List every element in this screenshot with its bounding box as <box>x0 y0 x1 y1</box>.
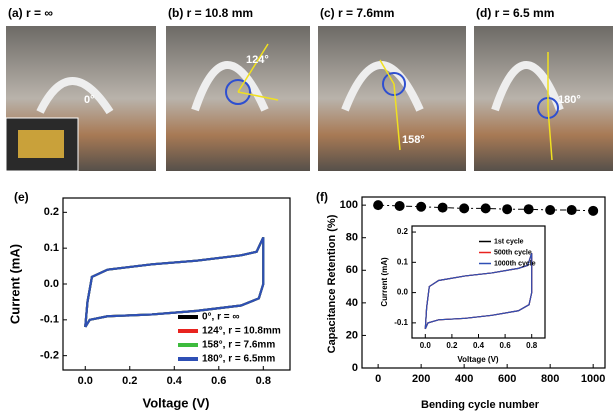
y-tick-label: 80 <box>346 232 358 244</box>
x-tick-label: 600 <box>498 373 516 385</box>
photo-label: (a) r = ∞ <box>8 6 53 20</box>
point <box>373 200 384 211</box>
legend-label: 1st cycle <box>494 238 524 245</box>
y-tick-label: -0.1 <box>394 318 408 327</box>
x-tick-label: 0.0 <box>78 375 93 387</box>
y-tick-label: 0.1 <box>44 242 59 254</box>
y-tick-label: 0.2 <box>397 227 409 236</box>
y-tick-label: 0.1 <box>397 257 409 266</box>
bent-device <box>191 61 269 112</box>
x-axis-label: Bending cycle number <box>421 399 540 411</box>
point <box>394 200 405 211</box>
photo-label: (b) r = 10.8 mm <box>168 6 253 20</box>
photo <box>166 26 310 171</box>
angle-lines <box>237 43 553 161</box>
point <box>416 201 427 212</box>
x-tick-label: 0.2 <box>446 341 458 350</box>
photo-label: (c) r = 7.6mm <box>320 6 394 20</box>
photo-row: (a) r = ∞ (b) r = 10.8 mm (c) r = 7.6mm … <box>5 6 613 172</box>
photo <box>318 26 466 171</box>
y-axis-label: Current (mA) <box>380 257 389 307</box>
x-tick-label: 0.2 <box>122 375 137 387</box>
angle-label: 124° <box>246 54 269 66</box>
y-tick-label: -0.2 <box>40 350 59 362</box>
point <box>566 205 577 216</box>
x-tick-label: 800 <box>541 373 559 385</box>
y-tick-label: 0.0 <box>397 288 409 297</box>
y-tick-label: 0 <box>352 362 358 374</box>
x-tick-label: 0.4 <box>473 341 485 350</box>
y-tick-label: 20 <box>346 329 358 341</box>
x-tick-label: 0.6 <box>500 341 512 350</box>
panel-label: (e) <box>14 190 29 204</box>
legend-label: 180°, r = 6.5mm <box>202 354 275 365</box>
point <box>545 205 556 216</box>
x-tick-label: 0 <box>375 373 381 385</box>
x-tick-label: 0.4 <box>167 375 183 387</box>
plot-frame <box>411 225 546 339</box>
x-axis-label: Voltage (V) <box>457 355 499 364</box>
x-tick-label: 0.8 <box>256 375 271 387</box>
series-line <box>84 236 265 328</box>
point <box>502 204 513 215</box>
legend-label: 124°, r = 10.8mm <box>202 326 281 337</box>
x-tick-label: 0.6 <box>211 375 226 387</box>
x-axis-label: Voltage (V) <box>143 395 210 410</box>
legend-label: 158°, r = 7.6mm <box>202 340 275 351</box>
bent-device <box>36 77 114 115</box>
legend-label: 1000th cycle <box>494 260 536 267</box>
marker-circle <box>225 79 251 105</box>
legend-label: 0°, r = ∞ <box>202 312 240 323</box>
bent-device <box>341 61 424 112</box>
point <box>459 203 470 214</box>
y-axis-label: Current (mA) <box>7 244 22 324</box>
y-tick-label: 100 <box>340 199 358 211</box>
point <box>588 205 599 216</box>
series-line <box>424 253 533 330</box>
photo-label: (d) r = 6.5 mm <box>476 6 554 20</box>
panel-label: (f) <box>316 190 328 204</box>
angle-label: 158° <box>402 134 425 146</box>
x-tick-label: 0.0 <box>420 341 432 350</box>
y-tick-label: 0.2 <box>44 206 59 218</box>
x-tick-label: 0.8 <box>526 341 538 350</box>
device <box>18 130 64 158</box>
y-axis-label: Capacitance Retention (%) <box>326 214 338 353</box>
plot-frame <box>62 197 291 371</box>
y-tick-label: 40 <box>346 297 358 309</box>
point <box>480 203 491 214</box>
angle-label: 0° <box>84 94 95 106</box>
legend-label: 500th cycle <box>494 249 532 256</box>
y-tick-label: -0.1 <box>40 314 59 326</box>
bent-device <box>491 61 564 112</box>
x-tick-label: 200 <box>412 373 430 385</box>
angle-label: 180° <box>558 94 581 106</box>
y-tick-label: 60 <box>346 264 358 276</box>
x-tick-label: 1000 <box>581 373 605 385</box>
x-tick-label: 400 <box>455 373 473 385</box>
y-tick-label: 0.0 <box>44 278 59 290</box>
marker-circle <box>382 72 406 96</box>
point <box>523 204 534 215</box>
point <box>437 202 448 213</box>
